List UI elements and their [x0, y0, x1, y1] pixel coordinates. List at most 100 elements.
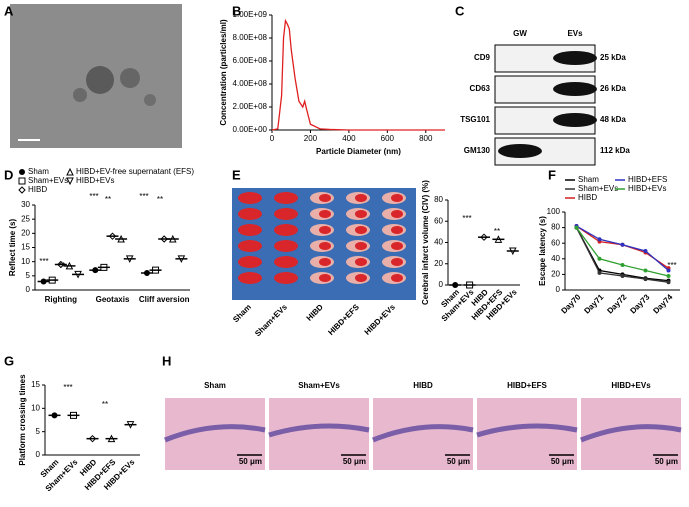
brain-slice	[274, 224, 298, 236]
marker	[126, 421, 135, 429]
brain-slice	[238, 240, 262, 252]
scale-label: 50 μm	[239, 457, 262, 466]
brain-slice	[274, 256, 298, 268]
point	[620, 263, 625, 268]
cell-layer	[164, 424, 266, 443]
marker	[494, 235, 503, 243]
blot-band	[498, 144, 542, 158]
y-tick-label: 0	[556, 285, 561, 294]
x-tick-label: Day71	[582, 292, 605, 315]
infarct-region	[319, 194, 331, 202]
y-axis-label: Cerebral infarct volume (CIV) (%)	[421, 180, 430, 305]
infarct-region	[319, 258, 331, 266]
significance: **	[59, 261, 65, 270]
infarct-region	[355, 194, 367, 202]
marker	[125, 255, 134, 263]
x-tick-label: Day72	[605, 292, 628, 315]
y-axis-label: Concentration (particles/ml)	[219, 19, 228, 126]
legend-label: Sham	[578, 175, 599, 184]
x-tick-label: Righting	[45, 295, 78, 304]
infarct-region	[391, 194, 403, 202]
axes	[34, 205, 190, 291]
marker	[117, 234, 125, 243]
legend-label: HIBD	[28, 185, 47, 194]
vesicle	[86, 66, 114, 94]
marker	[74, 270, 82, 279]
y-tick-label: 5	[26, 271, 31, 280]
protein-label: GM130	[464, 146, 491, 155]
brain-slice	[238, 272, 262, 284]
size-label: 112 kDa	[600, 146, 630, 155]
significance: ***	[462, 214, 471, 223]
point	[620, 273, 625, 278]
marker	[108, 232, 117, 240]
x-tick-label: Geotaxis	[96, 295, 130, 304]
infarct-region	[355, 210, 367, 218]
significance: **	[105, 195, 111, 204]
x-tick-label: 800	[419, 134, 433, 143]
x-tick-label: 400	[342, 134, 356, 143]
panel-label: G	[4, 353, 14, 368]
point	[643, 277, 648, 282]
marker	[152, 266, 160, 274]
legend-label: HIBD	[578, 193, 597, 202]
y-tick-label: 15	[31, 380, 40, 389]
cell-layer	[580, 424, 682, 443]
marker	[100, 263, 108, 271]
point	[620, 242, 625, 247]
point	[643, 249, 648, 253]
y-tick-label: 25	[21, 214, 30, 223]
y-tick-label: 0	[439, 280, 444, 289]
brain-slice	[238, 208, 262, 220]
significance: **	[102, 400, 108, 409]
marker	[66, 177, 74, 186]
brain-slice	[238, 192, 262, 204]
infarct-region	[355, 274, 367, 282]
cell-layer	[372, 424, 474, 443]
y-tick-label: 20	[21, 228, 30, 237]
legend-label: HIBD+EVs	[76, 176, 114, 185]
marker	[57, 260, 65, 269]
y-axis-label: Platform crossing times	[18, 374, 27, 466]
histology-title: HIBD+EVs	[611, 381, 651, 390]
y-tick-label: 20	[551, 270, 560, 279]
y-tick-label: 5	[36, 427, 41, 436]
brain-slice	[238, 256, 262, 268]
axes	[44, 385, 140, 456]
blot-band	[553, 82, 597, 96]
infarct-region	[319, 210, 331, 218]
significance: **	[494, 227, 500, 236]
legend-label: HIBD+EVs	[628, 184, 666, 193]
infarct-region	[391, 274, 403, 282]
y-tick-label: 8.00E+08	[233, 33, 268, 42]
point	[643, 268, 648, 273]
y-tick-label: 0	[26, 285, 31, 294]
histology-title: Sham+EVs	[298, 381, 340, 390]
blot-column: GW	[513, 29, 527, 38]
y-tick-label: 40	[434, 238, 443, 247]
marker	[18, 186, 26, 194]
brain-slice	[274, 208, 298, 220]
cell-layer	[476, 423, 578, 438]
point	[666, 280, 671, 285]
size-label: 26 kDa	[600, 84, 626, 93]
infarct-region	[391, 258, 403, 266]
brain-slice	[238, 224, 262, 236]
axes	[564, 212, 680, 291]
vesicle	[73, 88, 87, 102]
protein-label: CD63	[470, 84, 491, 93]
marker	[177, 255, 186, 263]
infarct-region	[391, 210, 403, 218]
infarct-region	[319, 242, 331, 250]
protein-label: CD9	[474, 53, 491, 62]
marker	[48, 276, 56, 284]
brain-slice	[274, 240, 298, 252]
x-tick-label: 600	[381, 134, 395, 143]
infarct-region	[355, 258, 367, 266]
point	[597, 256, 602, 261]
y-tick-label: 30	[21, 200, 30, 209]
significance: ***	[667, 261, 676, 270]
significance: ***	[63, 383, 72, 392]
infarct-region	[355, 226, 367, 234]
y-tick-label: 80	[551, 223, 560, 232]
